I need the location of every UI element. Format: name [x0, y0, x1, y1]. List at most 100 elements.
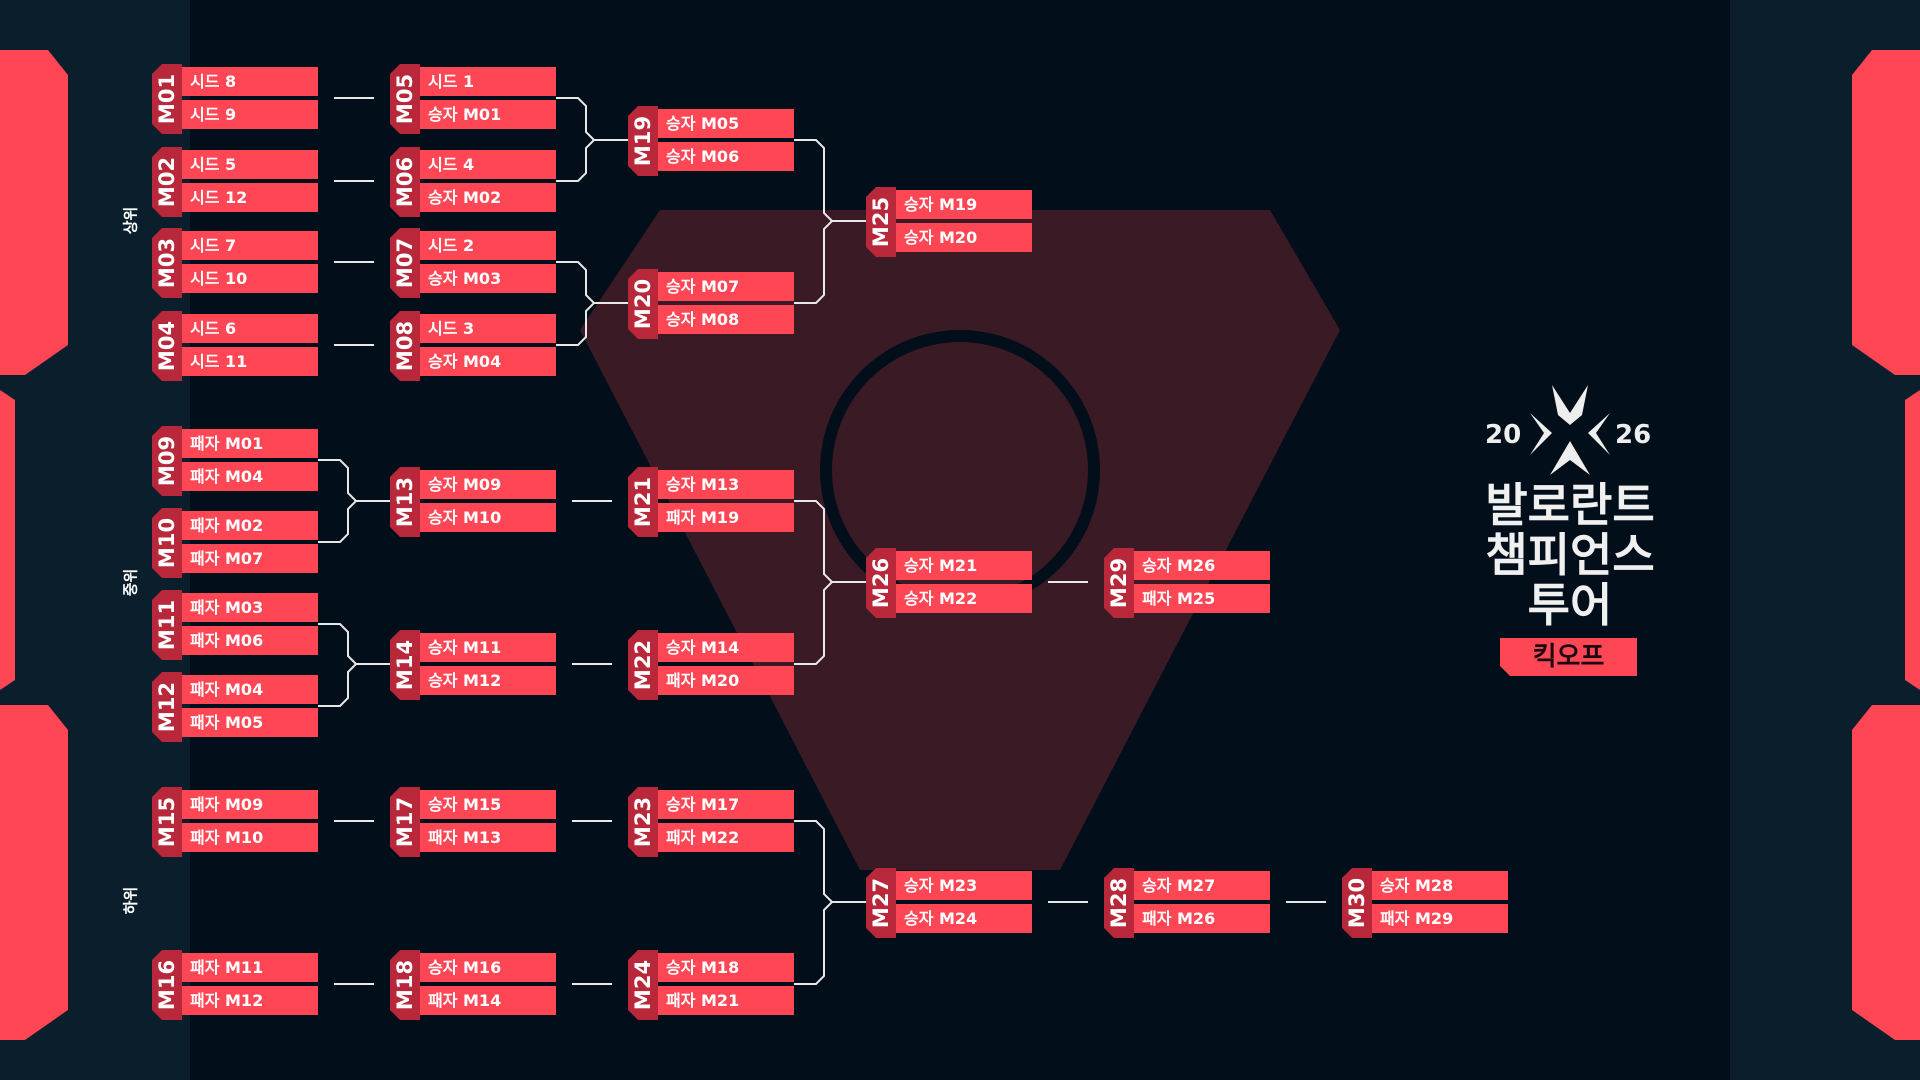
team-slot[interactable]: 시드 1: [420, 67, 556, 96]
team-slot[interactable]: 시드 8: [182, 67, 318, 96]
team-slot[interactable]: 시드 2: [420, 231, 556, 260]
match-m13[interactable]: M13 승자 M09 승자 M10: [390, 470, 556, 534]
team-slot[interactable]: 승자 M10: [420, 503, 556, 532]
match-m09[interactable]: M09 패자 M01 패자 M04: [152, 429, 318, 493]
team-slot[interactable]: 패자 M10: [182, 823, 318, 852]
match-m29[interactable]: M29 승자 M26 패자 M25: [1104, 551, 1270, 615]
team-slot[interactable]: 패자 M06: [182, 626, 318, 655]
team-slot[interactable]: 승자 M12: [420, 666, 556, 695]
team-slot[interactable]: 패자 M11: [182, 953, 318, 982]
team-slot[interactable]: 패자 M09: [182, 790, 318, 819]
team-slot[interactable]: 승자 M26: [1134, 551, 1270, 580]
match-m02[interactable]: M02 시드 5 시드 12: [152, 150, 318, 214]
match-m01[interactable]: M01 시드 8 시드 9: [152, 67, 318, 131]
team-slot[interactable]: 승자 M16: [420, 953, 556, 982]
team-slot[interactable]: 시드 10: [182, 264, 318, 293]
team-slot[interactable]: 승자 M04: [420, 347, 556, 376]
team-slot[interactable]: 승자 M08: [658, 305, 794, 334]
team-slot[interactable]: 패자 M07: [182, 544, 318, 573]
team-slot[interactable]: 패자 M29: [1372, 904, 1508, 933]
match-m03[interactable]: M03 시드 7 시드 10: [152, 231, 318, 295]
match-m20[interactable]: M20 승자 M07 승자 M08: [628, 272, 794, 336]
match-m27[interactable]: M27 승자 M23 승자 M24: [866, 871, 1032, 935]
match-m26[interactable]: M26 승자 M21 승자 M22: [866, 551, 1032, 615]
team-slot[interactable]: 패자 M20: [658, 666, 794, 695]
match-m23[interactable]: M23 승자 M17 패자 M22: [628, 790, 794, 854]
match-m06[interactable]: M06 시드 4 승자 M02: [390, 150, 556, 214]
team-slot[interactable]: 패자 M04: [182, 675, 318, 704]
team-slot[interactable]: 승자 M15: [420, 790, 556, 819]
team-slot[interactable]: 시드 6: [182, 314, 318, 343]
match-m19[interactable]: M19 승자 M05 승자 M06: [628, 109, 794, 173]
match-m08[interactable]: M08 시드 3 승자 M04: [390, 314, 556, 378]
team-slot[interactable]: 패자 M04: [182, 462, 318, 491]
team-slot[interactable]: 승자 M14: [658, 633, 794, 662]
match-id: M20: [631, 278, 655, 330]
team-slot[interactable]: 시드 11: [182, 347, 318, 376]
match-m30[interactable]: M30 승자 M28 패자 M29: [1342, 871, 1508, 935]
team-slot[interactable]: 승자 M02: [420, 183, 556, 212]
team-slot[interactable]: 승자 M03: [420, 264, 556, 293]
team-slot[interactable]: 승자 M23: [896, 871, 1032, 900]
team-slot[interactable]: 승자 M27: [1134, 871, 1270, 900]
match-m22[interactable]: M22 승자 M14 패자 M20: [628, 633, 794, 697]
team-slot[interactable]: 패자 M14: [420, 986, 556, 1015]
connector-m10-m13: [318, 500, 390, 543]
match-id: M03: [155, 237, 179, 289]
match-m18[interactable]: M18 승자 M16 패자 M14: [390, 953, 556, 1017]
team-slot[interactable]: 패자 M03: [182, 593, 318, 622]
match-id: M18: [393, 959, 417, 1011]
connector-m05-m19: [556, 97, 628, 141]
team-slot[interactable]: 승자 M07: [658, 272, 794, 301]
team-slot[interactable]: 시드 9: [182, 100, 318, 129]
team-slot[interactable]: 시드 5: [182, 150, 318, 179]
team-slot[interactable]: 시드 12: [182, 183, 318, 212]
team-slot[interactable]: 패자 M05: [182, 708, 318, 737]
match-m21[interactable]: M21 승자 M13 패자 M19: [628, 470, 794, 534]
team-slot[interactable]: 승자 M18: [658, 953, 794, 982]
team-slot[interactable]: 승자 M13: [658, 470, 794, 499]
match-m28[interactable]: M28 승자 M27 패자 M26: [1104, 871, 1270, 935]
match-m05[interactable]: M05 시드 1 승자 M01: [390, 67, 556, 131]
team-slot[interactable]: 승자 M24: [896, 904, 1032, 933]
match-m07[interactable]: M07 시드 2 승자 M03: [390, 231, 556, 295]
match-m14[interactable]: M14 승자 M11 승자 M12: [390, 633, 556, 697]
match-m16[interactable]: M16 패자 M11 패자 M12: [152, 953, 318, 1017]
team-slot[interactable]: 승자 M19: [896, 190, 1032, 219]
team-slot[interactable]: 승자 M21: [896, 551, 1032, 580]
team-slot[interactable]: 시드 7: [182, 231, 318, 260]
match-m24[interactable]: M24 승자 M18 패자 M21: [628, 953, 794, 1017]
team-slot[interactable]: 패자 M22: [658, 823, 794, 852]
team-slot[interactable]: 패자 M26: [1134, 904, 1270, 933]
team-slot[interactable]: 패자 M01: [182, 429, 318, 458]
team-slot[interactable]: 시드 4: [420, 150, 556, 179]
team-slot[interactable]: 승자 M22: [896, 584, 1032, 613]
team-slot[interactable]: 승자 M28: [1372, 871, 1508, 900]
team-slot[interactable]: 승자 M05: [658, 109, 794, 138]
team-slot[interactable]: 시드 3: [420, 314, 556, 343]
team-slot[interactable]: 패자 M25: [1134, 584, 1270, 613]
team-slot[interactable]: 승자 M01: [420, 100, 556, 129]
team-slot[interactable]: 패자 M13: [420, 823, 556, 852]
match-m12[interactable]: M12 패자 M04 패자 M05: [152, 675, 318, 739]
match-m15[interactable]: M15 패자 M09 패자 M10: [152, 790, 318, 854]
match-m11[interactable]: M11 패자 M03 패자 M06: [152, 593, 318, 657]
title-line-3: 투어: [1527, 578, 1613, 632]
match-id: M19: [631, 115, 655, 167]
team-slot[interactable]: 승자 M20: [896, 223, 1032, 252]
match-id-tag: M06: [390, 147, 420, 217]
match-id: M11: [155, 599, 179, 651]
team-slot[interactable]: 승자 M11: [420, 633, 556, 662]
side-hex-decor: [0, 50, 1920, 1040]
match-m17[interactable]: M17 승자 M15 패자 M13: [390, 790, 556, 854]
match-m25[interactable]: M25 승자 M19 승자 M20: [866, 190, 1032, 254]
match-m10[interactable]: M10 패자 M02 패자 M07: [152, 511, 318, 575]
team-slot[interactable]: 패자 M02: [182, 511, 318, 540]
team-slot[interactable]: 승자 M17: [658, 790, 794, 819]
team-slot[interactable]: 승자 M06: [658, 142, 794, 171]
team-slot[interactable]: 패자 M21: [658, 986, 794, 1015]
team-slot[interactable]: 승자 M09: [420, 470, 556, 499]
match-m04[interactable]: M04 시드 6 시드 11: [152, 314, 318, 378]
team-slot[interactable]: 패자 M12: [182, 986, 318, 1015]
team-slot[interactable]: 패자 M19: [658, 503, 794, 532]
